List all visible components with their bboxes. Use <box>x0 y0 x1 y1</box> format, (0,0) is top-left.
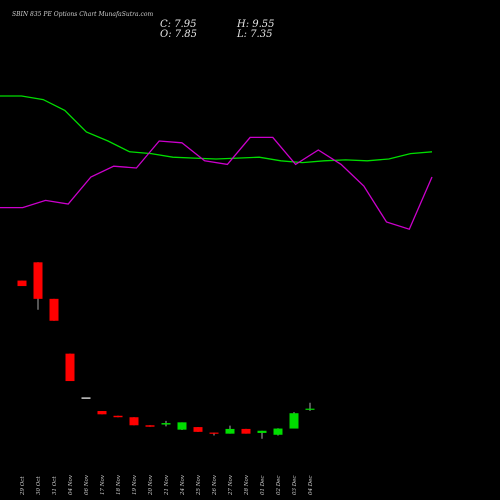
x-tick-label: 29 Oct <box>20 476 26 496</box>
candle-body <box>129 417 139 426</box>
candle-body <box>49 298 59 321</box>
candles <box>17 262 315 439</box>
x-tick-label: 26 Nov <box>212 474 218 496</box>
candle <box>49 298 59 321</box>
candle <box>65 353 75 382</box>
candle-body <box>241 428 251 434</box>
x-tick-label: 01 Dec <box>260 476 266 496</box>
x-tick-label: 21 Nov <box>164 474 170 496</box>
x-tick-label: 06 Nov <box>84 474 90 495</box>
candle-body <box>97 411 107 415</box>
candle-body <box>81 397 91 399</box>
x-tick-label: 04 Dec <box>308 476 314 496</box>
candle-body <box>209 432 219 434</box>
candle-body <box>113 415 123 418</box>
green-indicator-line <box>0 95 433 164</box>
x-tick-label: 24 Nov <box>180 474 186 496</box>
candle <box>177 422 187 431</box>
candle-body <box>177 422 187 430</box>
candle <box>33 262 43 310</box>
candle <box>113 415 123 418</box>
candle <box>209 432 219 436</box>
x-tick-label: 19 Nov <box>132 474 138 495</box>
candle <box>97 411 107 415</box>
candle-body <box>161 423 171 425</box>
candle <box>145 425 155 427</box>
candle-body <box>145 425 155 427</box>
candle-body <box>193 427 203 432</box>
x-tick-label: 03 Dec <box>292 476 298 496</box>
magenta-indicator-line <box>0 136 433 230</box>
candle <box>305 402 315 411</box>
x-tick-label: 02 Dec <box>276 476 282 496</box>
candle <box>193 427 203 432</box>
open-label: O: 7.85 <box>160 29 197 40</box>
x-tick-label: 31 Oct <box>52 476 58 495</box>
candle-body <box>33 262 43 299</box>
candle-body <box>17 280 27 287</box>
x-axis-ticks: 29 Oct 30 Oct 31 Oct 04 Nov 06 Nov 17 Nov 18 N… <box>20 474 314 496</box>
candle-body <box>257 430 267 433</box>
close-label: C: 7.95 <box>160 19 196 30</box>
x-tick-label: 27 Nov <box>228 474 234 496</box>
x-tick-label: 30 Oct <box>36 476 42 495</box>
chart-title: SBIN 835 PE Options Chart MunafaSutra.co… <box>12 11 153 18</box>
candle <box>129 417 139 426</box>
candle-body <box>65 353 75 382</box>
x-tick-label: 28 Nov <box>244 474 250 496</box>
x-tick-label: 25 Nov <box>196 474 202 496</box>
candle <box>289 412 299 429</box>
candle-body <box>305 408 315 410</box>
indicator-lines <box>0 95 433 230</box>
x-tick-label: 18 Nov <box>116 474 122 495</box>
candle-body <box>273 428 283 435</box>
candle <box>225 425 235 434</box>
candle <box>81 397 91 399</box>
candle <box>241 428 251 434</box>
candle-body <box>225 428 235 434</box>
candle <box>161 420 171 427</box>
low-label: L: 7.35 <box>236 29 272 40</box>
x-tick-label: 04 Nov <box>68 474 74 495</box>
x-tick-label: 17 Nov <box>100 474 106 495</box>
candle <box>17 280 27 287</box>
candle <box>273 428 283 436</box>
candle <box>257 430 267 439</box>
x-tick-label: 20 Nov <box>148 474 154 496</box>
candle-body <box>289 413 299 429</box>
high-label: H: 9.55 <box>236 19 275 30</box>
